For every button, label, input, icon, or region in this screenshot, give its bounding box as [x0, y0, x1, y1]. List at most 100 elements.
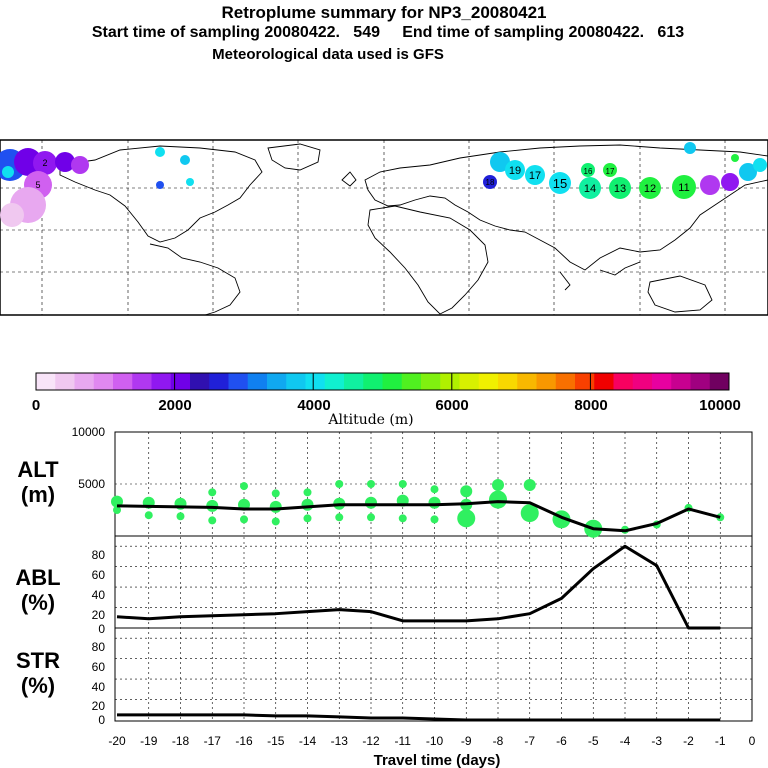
str-line [117, 713, 721, 722]
panels-frame [114, 431, 753, 722]
colorbar-swatch [632, 373, 653, 390]
x-tick-labels: -20 -19 -18 -17 -16 -15 -14 -13 -12 -11 -10 -9 -8 -7-… [108, 734, 755, 748]
x-tick: -6 [556, 734, 567, 748]
x-tick: -20 [108, 734, 126, 748]
colorbar-swatch [671, 373, 691, 390]
colorbar-swatch [228, 373, 249, 390]
colorbar-swatch [93, 373, 114, 390]
traj-label: 15 [553, 176, 567, 191]
colorbar-swatch [517, 373, 537, 390]
alt-cluster-dot [365, 496, 377, 509]
abl-ytick: 20 [92, 608, 106, 622]
abl-ytick: 40 [92, 588, 106, 602]
traj-label: 14 [584, 183, 596, 195]
traj-label: 5 [35, 180, 40, 190]
alt-cluster-dot [398, 480, 407, 488]
x-tick: -2 [683, 734, 694, 748]
colorbar-swatch [113, 373, 133, 390]
colorbar-swatch [478, 373, 499, 390]
alt-line [116, 500, 721, 533]
traj-label: 12 [644, 183, 656, 195]
x-tick: -14 [299, 734, 317, 748]
world-map: 19 17 15 14 13 12 11 16 17 18 2 5 [0, 139, 768, 316]
alt-unit: (m) [21, 482, 55, 507]
alt-cluster-dot [398, 514, 407, 523]
x-tick: -8 [493, 734, 504, 748]
x-tick: -3 [651, 734, 662, 748]
alt-ytick: 5000 [78, 477, 105, 491]
traj-label: 2 [42, 158, 47, 168]
alt-cluster-dot [430, 515, 439, 524]
colorbar-swatch [151, 373, 172, 390]
str-ytick: 60 [92, 660, 106, 674]
trajectory-plume [0, 142, 767, 227]
colorbar-tick: 10000 [699, 397, 741, 414]
alt-cluster-dot [303, 488, 312, 497]
x-tick: -15 [267, 734, 285, 748]
alt-cluster-dot [492, 479, 504, 492]
colorbar-swatch [363, 373, 383, 390]
abl-label: ABL [15, 565, 60, 590]
abl-line [116, 544, 721, 630]
map-graticule [0, 140, 768, 315]
colorbar-tick: 0 [32, 397, 40, 414]
colorbar-swatch [594, 373, 614, 390]
chart-title: Retroplume summary for NP3_20080421 [221, 3, 547, 22]
alt-cluster-dot [367, 513, 375, 522]
colorbar-swatch [36, 373, 56, 390]
colorbar-label: Altitude (m) [327, 412, 413, 428]
x-tick: -1 [715, 734, 726, 748]
colorbar-tick: 2000 [158, 397, 191, 414]
colorbar-swatch [421, 373, 441, 390]
colorbar-swatch [401, 373, 422, 390]
alt-label: ALT [17, 457, 59, 482]
abl-unit: (%) [21, 590, 55, 615]
colorbar-swatch [382, 373, 403, 390]
alt-cluster-dot [208, 488, 217, 497]
colorbar-swatch [498, 373, 518, 390]
traj-label: 11 [678, 182, 689, 194]
colorbar-swatch [247, 373, 268, 390]
met-data-note: Meteorological data used is GFS [212, 46, 444, 63]
colorbar-swatch [459, 373, 480, 390]
colorbar-swatch [74, 373, 95, 390]
abl-ytick: 80 [92, 548, 106, 562]
colorbar-tick: 8000 [574, 397, 607, 414]
colorbar-tick: 6000 [435, 397, 468, 414]
x-tick: -19 [140, 734, 158, 748]
colorbar-swatch [652, 373, 672, 390]
traj-label: 13 [614, 183, 626, 195]
alt-cluster-dot [430, 485, 439, 494]
colorbar-swatch [267, 373, 287, 390]
x-axis-label: Travel time (days) [374, 752, 501, 768]
traj-label: 18 [486, 178, 495, 187]
traj-label: 17 [606, 167, 615, 176]
colorbar-swatch [286, 373, 306, 390]
colorbar-swatch [324, 373, 345, 390]
series-lines [116, 500, 721, 722]
str-ytick: 20 [92, 699, 106, 713]
x-tick: -7 [524, 734, 535, 748]
x-tick: -18 [172, 734, 190, 748]
traj-label: 16 [584, 167, 593, 176]
alt-cluster-dot [367, 480, 375, 488]
coastlines [59, 143, 768, 316]
colorbar [35, 372, 730, 391]
colorbar-tick: 4000 [297, 397, 330, 414]
str-ytick: 0 [98, 713, 105, 727]
colorbar-swatch [709, 373, 730, 390]
x-tick: -10 [426, 734, 444, 748]
alt-cluster-dot [240, 482, 248, 491]
alt-cluster-dot [208, 516, 217, 525]
x-tick: -9 [461, 734, 472, 748]
colorbar-frame [35, 372, 730, 391]
colorbar-swatch [190, 373, 210, 390]
colorbar-swatch [613, 373, 634, 390]
x-tick: -12 [362, 734, 380, 748]
str-ytick: 40 [92, 680, 106, 694]
colorbar-ticks: 0 2000 4000 6000 8000 10000 [32, 397, 741, 414]
x-tick: -5 [588, 734, 599, 748]
alt-cluster-dot [457, 509, 476, 528]
alt-cluster-dot [271, 517, 280, 526]
